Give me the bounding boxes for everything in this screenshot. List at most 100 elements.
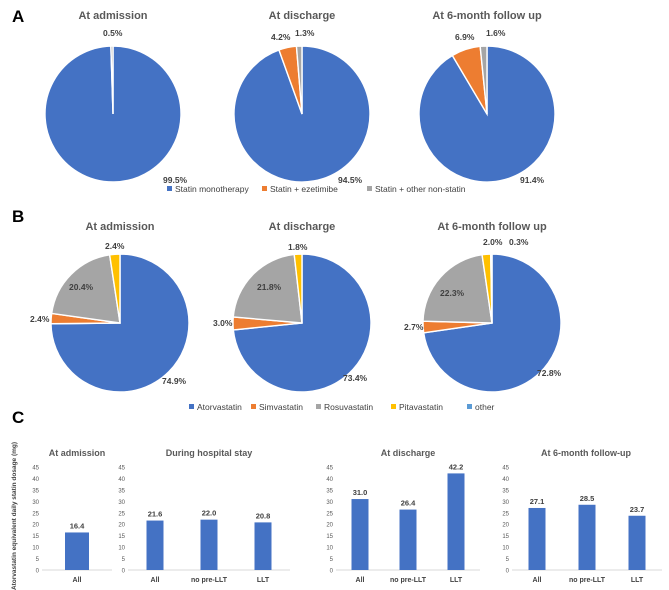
legend-b: Atorvastatin Simvastatin Rosuvastatin Pitav… xyxy=(189,402,495,412)
data-label: 4.2% xyxy=(271,32,291,42)
legend-item: Atorvastatin xyxy=(197,402,242,412)
pie-slice-statin-other-non-statin xyxy=(295,45,303,115)
panel-letter-b: B xyxy=(12,207,24,226)
y-tick-label: 20 xyxy=(326,523,333,529)
pie-title: At admission xyxy=(85,221,154,233)
y-tick-label: 5 xyxy=(506,557,510,563)
legend-item: Rosuvastatin xyxy=(324,402,373,412)
bar-data-label: 28.5 xyxy=(580,494,595,503)
bar xyxy=(200,519,218,570)
bar-chart-4: At 6-month follow-up 0 5 10 15 20 25 30 35 40 45 27… xyxy=(502,448,662,584)
x-tick-label: All xyxy=(356,577,365,584)
bar-data-label: 31.0 xyxy=(353,488,368,497)
y-tick-label: 45 xyxy=(32,466,39,472)
data-label: 6.9% xyxy=(455,32,475,42)
legend-swatch xyxy=(467,404,472,409)
x-tick-label: All xyxy=(73,577,82,584)
y-tick-label: 0 xyxy=(36,569,40,575)
pie-slice-rosuvastatin xyxy=(422,253,493,324)
y-tick-label: 45 xyxy=(326,466,333,472)
pie-title: At discharge xyxy=(269,10,336,22)
pie-slice-pitavastatin xyxy=(108,253,121,324)
data-label: 0.5% xyxy=(103,28,123,38)
legend-swatch xyxy=(367,186,372,191)
y-tick-label: 5 xyxy=(36,557,40,563)
y-tick-label: 15 xyxy=(32,534,39,540)
bar-title: During hospital stay xyxy=(166,448,253,458)
bar-chart-2: During hospital stay 0 5 10 15 20 25 30 35 40 45 21… xyxy=(118,448,290,584)
pie-chart-a-2: At discharge 94.5% 4.2% 1.3% xyxy=(233,10,371,185)
bar-data-label: 20.8 xyxy=(256,511,271,520)
pie-slice-other xyxy=(489,253,493,324)
x-tick-label: no pre-LLT xyxy=(569,577,606,584)
pie-slice-statin-other-non-statin xyxy=(110,45,114,115)
x-tick-label: LLT xyxy=(257,577,270,584)
x-tick-label: LLT xyxy=(450,577,463,584)
y-tick-label: 30 xyxy=(118,500,125,506)
legend-item: Simvastatin xyxy=(259,402,303,412)
y-axis-title: Atorvastatin equivalent daily statin dos… xyxy=(11,442,18,590)
bar xyxy=(351,499,369,570)
data-label: 99.5% xyxy=(163,175,188,185)
data-label: 0.3% xyxy=(509,237,529,247)
y-tick-label: 20 xyxy=(502,523,509,529)
legend-swatch xyxy=(391,404,396,409)
y-tick-label: 45 xyxy=(118,466,125,472)
data-label: 74.9% xyxy=(162,376,187,386)
bar xyxy=(447,473,465,570)
y-tick-label: 5 xyxy=(330,557,334,563)
pie-chart-b-3: At 6-month follow up 72.8% 2.7% 22.3% 2.0% 0.… xyxy=(404,221,562,393)
bar-data-label: 42.2 xyxy=(449,462,464,471)
bar-data-label: 21.6 xyxy=(148,510,163,519)
legend-swatch xyxy=(167,186,172,191)
x-tick-label: All xyxy=(151,577,160,584)
bar xyxy=(528,507,546,570)
y-tick-label: 15 xyxy=(326,534,333,540)
panel-letter-a: A xyxy=(12,7,24,26)
data-label: 2.4% xyxy=(30,314,50,324)
bar xyxy=(399,509,417,570)
y-tick-label: 30 xyxy=(502,500,509,506)
bar-title: At admission xyxy=(49,448,106,458)
x-tick-label: no pre-LLT xyxy=(390,577,427,584)
x-tick-label: All xyxy=(533,577,542,584)
bar-data-label: 23.7 xyxy=(630,505,645,514)
legend-item: Statin + ezetimibe xyxy=(270,184,338,194)
data-label: 2.4% xyxy=(105,241,125,251)
bar-data-label: 27.1 xyxy=(530,497,545,506)
legend-a: Statin monotherapy Statin + ezetimibe Stat… xyxy=(167,184,466,194)
pie-title: At 6-month follow up xyxy=(432,10,542,22)
y-tick-label: 15 xyxy=(502,534,509,540)
bar xyxy=(628,515,646,570)
bar-data-label: 22.0 xyxy=(202,509,217,518)
data-label: 2.0% xyxy=(483,237,503,247)
legend-item: Statin + other non-statin xyxy=(375,184,466,194)
y-tick-label: 40 xyxy=(326,477,333,483)
legend-item: Statin monotherapy xyxy=(175,184,249,194)
bar-data-label: 26.4 xyxy=(401,499,416,508)
pie-chart-b-2: At discharge 73.4% 3.0% 21.8% 1.8% xyxy=(213,221,372,393)
bar-title: At discharge xyxy=(381,448,436,458)
pie-slice-pitavastatin xyxy=(293,253,303,324)
y-tick-label: 0 xyxy=(122,569,126,575)
bar xyxy=(578,504,596,570)
pie-title: At discharge xyxy=(269,221,336,233)
y-tick-label: 10 xyxy=(118,546,125,552)
pie-title: At 6-month follow up xyxy=(437,221,547,233)
data-label: 72.8% xyxy=(537,368,562,378)
data-label: 73.4% xyxy=(343,373,368,383)
y-tick-label: 15 xyxy=(118,534,125,540)
bar xyxy=(65,532,89,570)
y-tick-label: 35 xyxy=(326,488,333,494)
data-label: 94.5% xyxy=(338,175,363,185)
y-tick-label: 10 xyxy=(32,546,39,552)
pie-slice-statin-other-non-statin xyxy=(479,45,488,115)
data-label: 22.3% xyxy=(440,288,465,298)
y-tick-label: 30 xyxy=(32,500,39,506)
pie-chart-b-1: At admission 74.9% 2.4% 20.4% 2.4% xyxy=(30,221,190,393)
data-label: 3.0% xyxy=(213,318,233,328)
y-tick-label: 35 xyxy=(502,488,509,494)
pie-slice-rosuvastatin xyxy=(232,253,303,324)
data-label: 91.4% xyxy=(520,175,545,185)
data-label: 1.6% xyxy=(486,28,506,38)
